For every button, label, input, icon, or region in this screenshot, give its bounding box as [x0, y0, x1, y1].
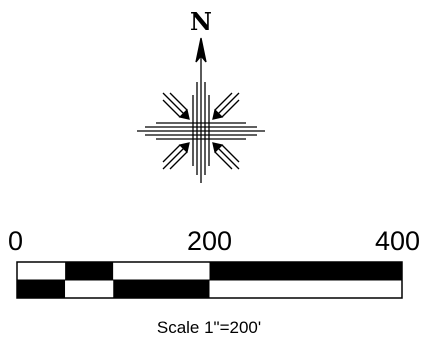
scale-tick-label: 200: [187, 226, 232, 256]
scale-segment-top: [209, 262, 402, 280]
scale-tick-label: 0: [8, 226, 23, 256]
scale-segment-bottom: [17, 280, 66, 298]
scale-segment-top: [113, 262, 210, 280]
scale-bar: 0 200 400 Scale 1"=200': [8, 226, 420, 337]
scale-tick-labels: 0 200 400: [8, 226, 420, 256]
scale-segments: [17, 262, 402, 298]
north-arrow: N: [137, 7, 265, 183]
scale-segment-top: [65, 262, 114, 280]
scale-tick-label: 400: [375, 226, 420, 256]
scale-caption: Scale 1"=200': [157, 318, 261, 337]
scale-segment-bottom: [65, 280, 114, 298]
scale-segment-bottom: [209, 280, 402, 298]
scale-segment-top: [17, 262, 66, 280]
scale-segment-bottom: [113, 280, 210, 298]
compass-rose-icon: [137, 37, 265, 183]
north-label: N: [190, 7, 212, 36]
